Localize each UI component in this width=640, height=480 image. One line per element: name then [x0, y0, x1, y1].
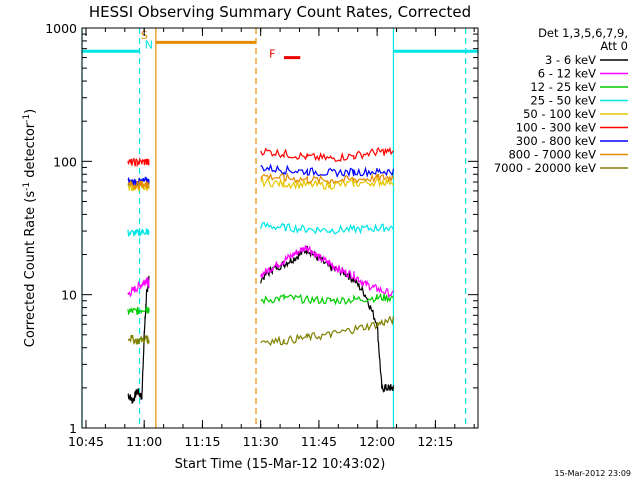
flag-label-n: N [145, 39, 153, 52]
legend-header-line-2: Att 0 [600, 39, 628, 53]
x-tick-label: 10:45 [68, 434, 104, 449]
series-line [260, 221, 394, 235]
series-line [260, 245, 394, 300]
series-line [127, 334, 150, 345]
x-tick-label: 11:30 [243, 434, 279, 449]
series-line [127, 180, 150, 190]
y-tick-label: 1000 [45, 21, 77, 36]
legend-label: 7000 - 20000 keV [494, 161, 596, 175]
series-line [260, 293, 394, 306]
series-line [127, 276, 150, 298]
flag-boundary-lines [81, 28, 467, 428]
legend-label: 12 - 25 keV [530, 80, 596, 94]
legend-label: 800 - 7000 keV [508, 148, 596, 162]
series-line [260, 245, 383, 389]
legend-label: 6 - 12 keV [538, 67, 596, 81]
series-line [127, 306, 150, 316]
x-tick-label: 11:15 [184, 434, 220, 449]
x-axis: 10:45 11:00 11:15 11:30 11:45 12:00 12:15 [68, 28, 475, 449]
x-tick-label: 11:00 [126, 434, 162, 449]
series-line [260, 163, 394, 179]
series-line [381, 383, 394, 394]
y-tick-label: 10 [61, 288, 77, 303]
x-tick-label: 12:15 [417, 434, 453, 449]
series-line [127, 227, 150, 237]
footer-timestamp: 15-Mar-2012 23:09 [555, 469, 632, 478]
series-line [127, 275, 150, 404]
y-axis: 1 10 100 1000 [45, 21, 478, 436]
flag-label-f: F [269, 48, 275, 61]
legend-label: 50 - 100 keV [523, 107, 596, 121]
legend-header-line-1: Det 1,3,5,6,7,9, [538, 26, 628, 40]
x-axis-label: Start Time (15-Mar-12 10:43:02) [175, 457, 386, 472]
series-line [260, 176, 394, 191]
series-lines [127, 146, 394, 404]
chart-title: HESSI Observing Summary Count Rates, Cor… [89, 3, 471, 21]
x-tick-label: 12:00 [359, 434, 395, 449]
y-axis-label: Corrected Count Rate (s-1 detector-1) [22, 109, 38, 347]
observing-flags: SNF [82, 29, 478, 61]
series-line [260, 172, 394, 185]
y-tick-label: 100 [53, 154, 77, 169]
x-tick-label: 11:45 [301, 434, 337, 449]
series-line [260, 315, 394, 346]
legend-label: 100 - 300 keV [516, 121, 596, 135]
legend-label: 300 - 800 keV [516, 134, 596, 148]
legend-label: 25 - 50 keV [530, 94, 596, 108]
series-line [260, 146, 394, 162]
legend-label: 3 - 6 keV [545, 53, 596, 67]
series-line [127, 157, 150, 168]
y-tick-label: 1 [69, 421, 77, 436]
